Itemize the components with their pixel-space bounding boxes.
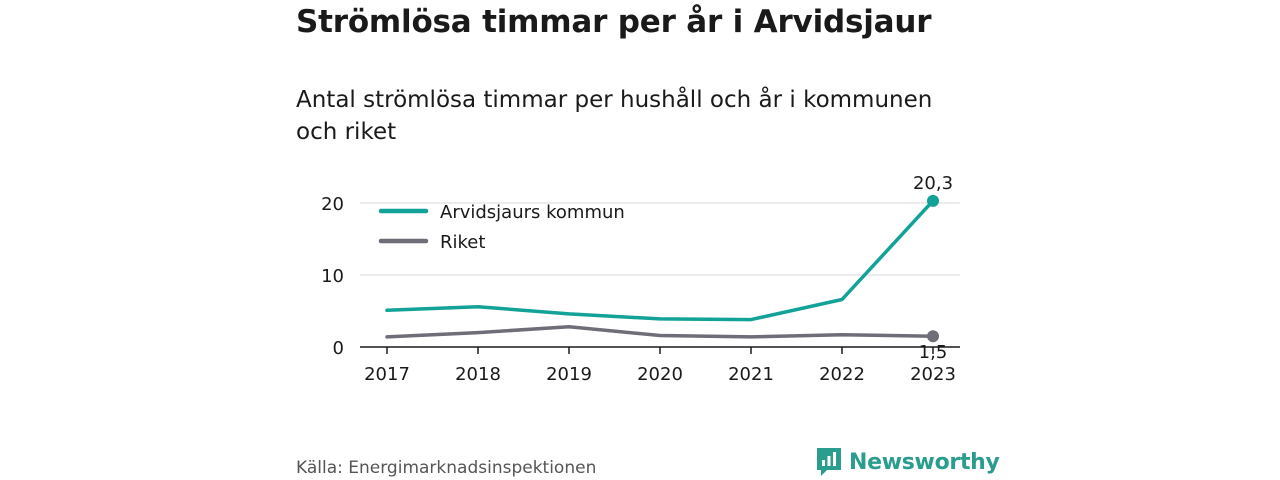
gridlines [360,202,960,276]
x-tick-label: 2019 [546,364,592,385]
x-tick-label: 2022 [819,364,865,385]
source-note: Källa: Energimarknadsinspektionen [296,458,597,478]
brand-logo[interactable]: Newsworthy [815,446,1000,478]
series-line [385,325,935,339]
x-tick-label: 2020 [637,364,683,385]
end-value-label: 1,5 [919,342,948,363]
end-value-label: 20,3 [913,173,953,194]
x-tick-label: 2018 [455,364,501,385]
brand-name: Newsworthy [849,449,1000,475]
legend-label: Arvidsjaurs kommun [440,202,625,223]
chart-subtitle: Antal strömlösa timmar per hushåll och å… [296,87,933,145]
data-point [927,330,939,343]
x-tick-label: 2023 [910,364,956,385]
y-tick-label: 0 [333,338,344,359]
newsworthy-logo-icon [817,448,841,476]
chart-title: Strömlösa timmar per år i Arvidsjaur [296,4,932,40]
legend-label: Riket [440,232,485,253]
y-axis: 0 10 20 [321,194,344,359]
x-tick-label: 2017 [364,364,410,385]
y-tick-label: 10 [321,266,344,287]
series-lines: 20,3 1,5 [385,173,953,363]
legend: Arvidsjaurs kommun Riket [378,202,625,253]
x-axis: 2017 2018 2019 2020 2021 2022 2023 [360,346,960,385]
data-point [927,194,939,207]
y-tick-label: 20 [321,194,344,215]
x-tick-label: 2021 [728,364,774,385]
series-line [385,199,935,322]
